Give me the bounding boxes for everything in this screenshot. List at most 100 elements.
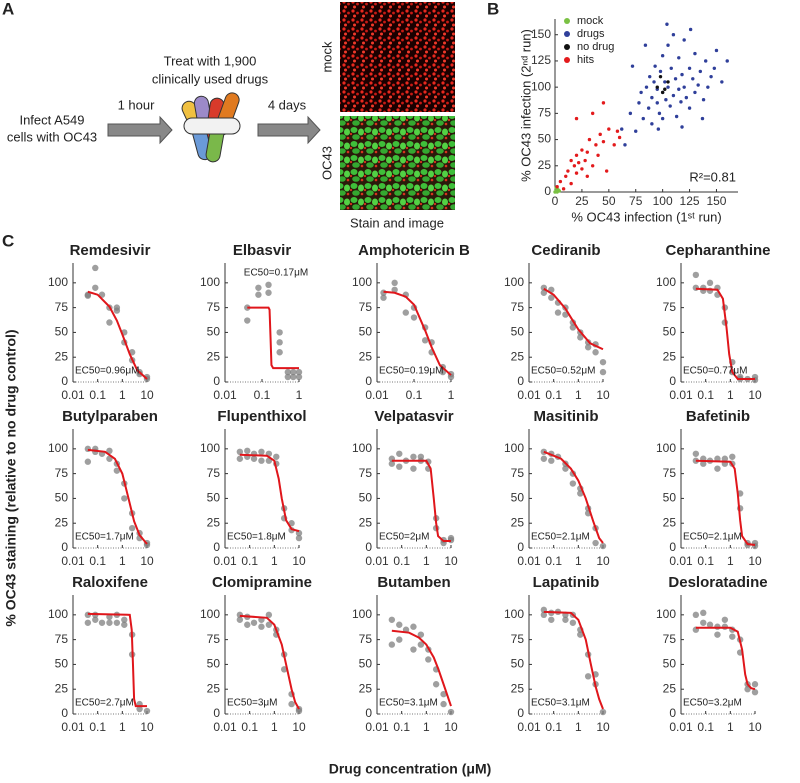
plot-title: Remdesivir <box>70 242 151 259</box>
data-point <box>569 324 577 331</box>
fit-curve <box>87 612 147 708</box>
arrow-text: 4 days <box>268 97 307 112</box>
x-tick-label: 1 <box>727 388 734 402</box>
data-point <box>577 490 584 497</box>
y-tick-label: 25 <box>538 158 552 172</box>
y-tick-label: 0 <box>365 706 372 720</box>
plot-title: Bafetinib <box>686 408 750 425</box>
data-point <box>280 666 288 673</box>
legend-marker <box>564 18 570 24</box>
x-tick-label: 1 <box>575 720 582 734</box>
fit-curve <box>87 290 148 380</box>
y-tick-label: 100 <box>656 607 676 621</box>
x-tick-label: 100 <box>653 194 673 208</box>
data-point <box>284 373 292 381</box>
data-point <box>417 641 425 648</box>
plot-title: Amphotericin B <box>358 242 470 259</box>
x-tick-label: 0.01 <box>365 388 389 402</box>
data-point <box>592 349 599 356</box>
scatter-point <box>643 43 648 47</box>
ec50-label: EC50=3μM <box>227 698 278 709</box>
data-point <box>425 656 432 663</box>
y-tick-label: 50 <box>359 325 373 339</box>
data-point <box>284 368 292 376</box>
plot-title: Elbasvir <box>233 242 292 259</box>
data-point <box>113 304 121 311</box>
scatter-point <box>677 87 681 91</box>
data-point <box>92 616 99 623</box>
data-point <box>265 281 272 289</box>
scatter-point <box>671 93 676 98</box>
plot-title: Flupenthixol <box>217 408 306 425</box>
data-point <box>258 457 265 464</box>
y-tick-label: 25 <box>55 515 69 529</box>
scatter-point <box>677 56 681 60</box>
data-point <box>121 616 128 623</box>
x-tick-label: 10 <box>596 554 610 568</box>
scatter-point <box>684 95 689 100</box>
panel-label: C <box>2 231 14 250</box>
data-point <box>128 524 136 532</box>
fit-curve <box>695 459 756 547</box>
panel-label: B <box>487 0 499 18</box>
scatter-point <box>655 85 659 89</box>
data-point <box>288 700 295 708</box>
scatter-point <box>574 171 579 175</box>
scatter-point <box>687 106 692 110</box>
ec50-label: EC50=3.1μM <box>379 698 438 709</box>
plot-title: Cediranib <box>531 242 600 259</box>
scatter-point <box>712 66 717 70</box>
data-point <box>273 453 280 460</box>
x-tick-label: 1 <box>119 720 126 734</box>
data-point <box>396 636 403 643</box>
image-label: mock <box>319 41 334 73</box>
x-tick-label: 0.01 <box>213 554 237 568</box>
scatter-point <box>663 87 667 91</box>
y-tick-label: 50 <box>55 657 69 671</box>
data-point <box>391 279 398 287</box>
scatter-point <box>674 114 679 119</box>
x-tick-label: 0.01 <box>61 720 85 734</box>
legend-label: mock <box>577 15 604 27</box>
data-point <box>751 681 759 688</box>
data-point <box>692 271 700 279</box>
y-axis-label: % OC43 infection (2ⁿᵈ run) <box>518 29 533 182</box>
data-point <box>599 368 607 376</box>
scatter-point <box>693 90 697 95</box>
data-point <box>255 284 262 291</box>
y-tick-label: 100 <box>200 275 220 289</box>
x-tick-label: 0.1 <box>545 554 562 568</box>
x-tick-label: 0.1 <box>545 388 562 402</box>
scatter-point <box>585 150 589 154</box>
data-point <box>548 616 555 623</box>
fit-curve <box>543 610 604 710</box>
ec50-label: EC50=2μM <box>379 532 430 543</box>
scatter-point <box>725 59 729 63</box>
x-tick-label: 10 <box>596 388 610 402</box>
y-tick-label: 0 <box>669 540 676 554</box>
y-tick-label: 100 <box>352 607 372 621</box>
scatter-point <box>680 125 684 129</box>
data-point <box>113 619 121 626</box>
y-tick-label: 75 <box>55 632 69 646</box>
data-point <box>276 329 283 336</box>
x-tick-label: 1 <box>575 388 582 402</box>
data-point <box>599 358 607 366</box>
x-tick-label: 0.01 <box>365 720 389 734</box>
x-tick-label: 0.1 <box>697 720 714 734</box>
legend-label: hits <box>577 54 595 66</box>
data-point <box>84 619 92 626</box>
x-tick-label: 0.1 <box>393 720 410 734</box>
data-point <box>584 673 592 680</box>
y-tick-label: 25 <box>663 349 677 363</box>
y-tick-label: 0 <box>544 184 551 198</box>
x-tick-label: 0.1 <box>406 388 423 402</box>
y-tick-label: 50 <box>55 491 69 505</box>
x-tick-label: 1 <box>271 720 278 734</box>
data-point <box>258 448 265 456</box>
y-tick-label: 50 <box>663 491 677 505</box>
scatter-point <box>666 80 670 84</box>
data-point <box>295 707 303 715</box>
scatter-point <box>657 111 662 116</box>
data-point <box>396 621 403 628</box>
